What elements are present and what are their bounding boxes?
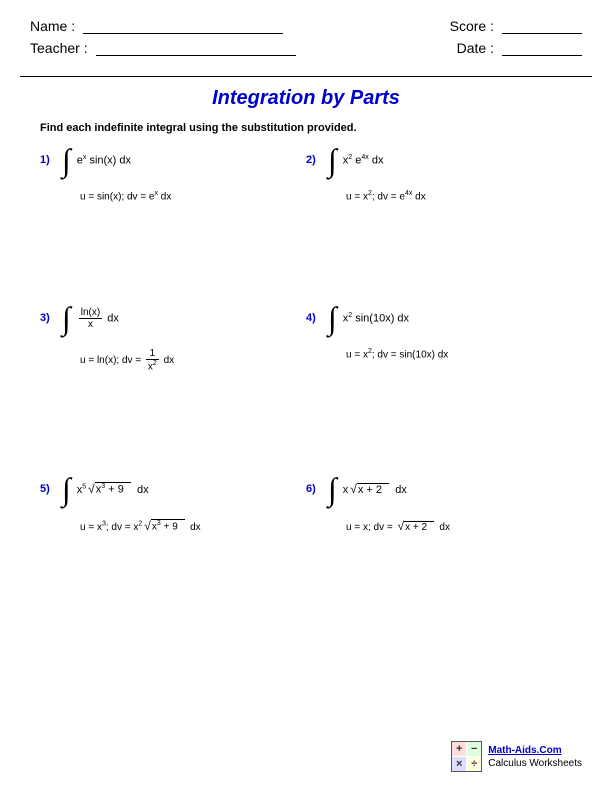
problems-grid: 1) ∫ ex sin(x) dx u = sin(x); dv = ex dx… bbox=[0, 144, 612, 533]
header-row-2: Teacher : Date : bbox=[30, 40, 582, 56]
substitution: u = x2; dv = e4x dx bbox=[346, 190, 572, 202]
problem-6: 6) ∫ xx + 2 dx u = x; dv = x + 2 dx bbox=[306, 473, 572, 533]
name-line[interactable] bbox=[83, 33, 283, 34]
integral-icon: ∫ bbox=[62, 473, 71, 505]
divide-icon: ÷ bbox=[467, 757, 481, 771]
problem-number: 1) bbox=[40, 154, 62, 166]
integral-icon: ∫ bbox=[328, 144, 337, 176]
teacher-line[interactable] bbox=[96, 55, 296, 56]
integrand: x2 e4x dx bbox=[343, 154, 384, 167]
teacher-label: Teacher : bbox=[30, 40, 88, 56]
date-line[interactable] bbox=[502, 55, 582, 56]
integral-icon: ∫ bbox=[328, 473, 337, 505]
problem-number: 5) bbox=[40, 483, 62, 495]
integrand: ex sin(x) dx bbox=[77, 154, 131, 167]
substitution: u = x3; dv = x2x3 + 9 dx bbox=[80, 519, 306, 533]
problem-number: 4) bbox=[306, 312, 328, 324]
problem-1: 1) ∫ ex sin(x) dx u = sin(x); dv = ex dx bbox=[40, 144, 306, 202]
substitution: u = x2; dv = sin(10x) dx bbox=[346, 348, 572, 360]
instructions: Find each indefinite integral using the … bbox=[40, 122, 612, 134]
problem-3: 3) ∫ ln(x)x dx u = ln(x); dv = 1x2 dx bbox=[40, 302, 306, 372]
worksheet-type: Calculus Worksheets bbox=[488, 757, 582, 770]
integral-icon: ∫ bbox=[62, 144, 71, 176]
plus-icon: + bbox=[452, 742, 466, 756]
integral-icon: ∫ bbox=[62, 302, 71, 334]
header-row-1: Name : Score : bbox=[30, 18, 582, 34]
brand-icon: + − × ÷ bbox=[451, 741, 482, 772]
score-line[interactable] bbox=[502, 33, 582, 34]
footer: + − × ÷ Math-Aids.Com Calculus Worksheet… bbox=[451, 741, 582, 772]
date-field: Date : bbox=[457, 40, 582, 56]
problem-4: 4) ∫ x2 sin(10x) dx u = x2; dv = sin(10x… bbox=[306, 302, 572, 372]
header-divider bbox=[20, 76, 592, 77]
score-field: Score : bbox=[450, 18, 582, 34]
teacher-field: Teacher : bbox=[30, 40, 296, 56]
date-label: Date : bbox=[457, 40, 494, 56]
footer-text: Math-Aids.Com Calculus Worksheets bbox=[488, 744, 582, 770]
problem-number: 6) bbox=[306, 483, 328, 495]
substitution: u = x; dv = x + 2 dx bbox=[346, 519, 572, 533]
name-label: Name : bbox=[30, 18, 75, 34]
problem-row: 5) ∫ x5x3 + 9 dx u = x3; dv = x2x3 + 9 d… bbox=[40, 473, 572, 533]
brand-name[interactable]: Math-Aids.Com bbox=[488, 744, 582, 757]
worksheet-header: Name : Score : Teacher : Date : bbox=[0, 0, 612, 70]
times-icon: × bbox=[452, 757, 466, 771]
integral-icon: ∫ bbox=[328, 302, 337, 334]
name-field: Name : bbox=[30, 18, 283, 34]
minus-icon: − bbox=[467, 742, 481, 756]
score-label: Score : bbox=[450, 18, 494, 34]
problem-number: 3) bbox=[40, 312, 62, 324]
integrand: x2 sin(10x) dx bbox=[343, 312, 409, 325]
integrand: ln(x)x dx bbox=[77, 307, 119, 330]
substitution: u = ln(x); dv = 1x2 dx bbox=[80, 348, 306, 372]
problem-5: 5) ∫ x5x3 + 9 dx u = x3; dv = x2x3 + 9 d… bbox=[40, 473, 306, 533]
page-title: Integration by Parts bbox=[0, 87, 612, 110]
problem-2: 2) ∫ x2 e4x dx u = x2; dv = e4x dx bbox=[306, 144, 572, 202]
problem-row: 1) ∫ ex sin(x) dx u = sin(x); dv = ex dx… bbox=[40, 144, 572, 202]
problem-row: 3) ∫ ln(x)x dx u = ln(x); dv = 1x2 dx 4)… bbox=[40, 302, 572, 372]
integrand: xx + 2 dx bbox=[343, 482, 407, 496]
integrand: x5x3 + 9 dx bbox=[77, 482, 149, 496]
substitution: u = sin(x); dv = ex dx bbox=[80, 190, 306, 202]
problem-number: 2) bbox=[306, 154, 328, 166]
